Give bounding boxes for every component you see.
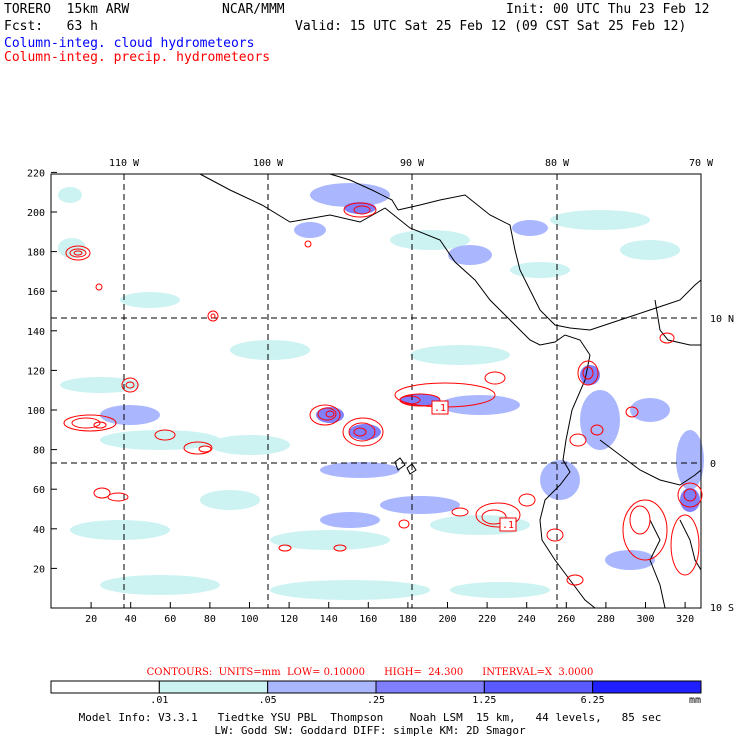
model-title: TORERO 15km ARW [4, 2, 130, 17]
colorbar-label: 6.25 [581, 695, 605, 706]
lon-label-90w: 90 W [400, 158, 425, 169]
colorbar-label: 1.25 [472, 695, 496, 706]
plot-frame [50, 173, 702, 609]
forecast-hour: Fcst: 63 h [4, 19, 98, 34]
lon-label-70w: 70 W [689, 158, 714, 169]
y-tick-label: 100 [27, 406, 45, 417]
contour-label-2: .1 [502, 520, 514, 531]
colorbar-bin [158, 680, 269, 694]
y-tick-label: 80 [33, 446, 45, 457]
colorbar-label: .25 [367, 695, 385, 706]
contour-labels: .1 .1 [431, 400, 517, 532]
lon-label-110w: 110 W [109, 158, 140, 169]
x-tick-label: 320 [676, 614, 694, 625]
y-tick-label: 180 [27, 248, 45, 259]
x-tick-label: 200 [438, 614, 456, 625]
x-tick-label: 220 [478, 614, 496, 625]
y-tick-label: 200 [27, 208, 45, 219]
lat-label-10n: 10 N [710, 314, 734, 325]
longitude-labels: 110 W 100 W 90 W 80 W 70 W [109, 158, 714, 169]
lon-label-100w: 100 W [253, 158, 284, 169]
y-tick-label: 160 [27, 287, 45, 298]
x-tick-label: 40 [125, 614, 137, 625]
model-info-line2: LW: Godd SW: Goddard DIFF: simple KM: 2D… [214, 724, 526, 737]
colorbar-bin [267, 680, 377, 694]
x-tick-label: 280 [597, 614, 615, 625]
lat-lon-grid [51, 174, 701, 608]
contour-label-1: .1 [434, 403, 446, 414]
lat-label-10s: 10 S [710, 603, 734, 614]
model-info-line1: Model Info: V3.3.1 Tiedtke YSU PBL Thomp… [78, 711, 662, 724]
cloud-field-title: Column-integ. cloud hydrometeors [4, 36, 255, 51]
latitude-labels: 10 N 0 10 S [710, 314, 734, 614]
colorbar-bin [375, 680, 485, 694]
colorbar-label: .05 [259, 695, 277, 706]
x-tick-label: 20 [85, 614, 97, 625]
colorbar-unit: mm [689, 695, 701, 706]
x-tick-label: 180 [399, 614, 417, 625]
contours-info: CONTOURS: UNITS=mm LOW= 0.10000 HIGH= 24… [146, 667, 594, 678]
x-tick-label: 240 [518, 614, 536, 625]
precip-contours [63, 202, 703, 586]
x-tick-label: 140 [320, 614, 338, 625]
coastlines [199, 173, 702, 609]
x-axis-ticks: 20 40 60 80 100 120 140 160 180 200 220 240 260 280 30… [85, 602, 694, 625]
colorbar: .01 .05 .25 1.25 6.25 mm [50, 680, 702, 706]
x-tick-label: 300 [636, 614, 654, 625]
cloud-shading-light [58, 187, 680, 600]
colorbar-bin [50, 680, 160, 694]
x-tick-label: 160 [359, 614, 377, 625]
organization: NCAR/MMM [222, 2, 285, 17]
x-tick-label: 100 [240, 614, 258, 625]
valid-time: Valid: 15 UTC Sat 25 Feb 12 (09 CST Sat … [295, 19, 687, 34]
init-time: Init: 00 UTC Thu 23 Feb 12 [506, 2, 710, 17]
y-tick-label: 60 [33, 485, 45, 496]
y-tick-label: 40 [33, 525, 45, 536]
y-tick-label: 140 [27, 327, 45, 338]
cloud-shading-medium [100, 183, 704, 570]
colorbar-label: .01 [150, 695, 168, 706]
y-tick-label: 120 [27, 366, 45, 377]
x-tick-label: 120 [280, 614, 298, 625]
colorbar-bin [592, 680, 702, 694]
precip-field-title: Column-integ. precip. hydrometeors [4, 50, 271, 65]
lon-label-80w: 80 W [545, 158, 570, 169]
y-tick-label: 20 [33, 564, 45, 575]
x-tick-label: 80 [204, 614, 216, 625]
colorbar-bin [483, 680, 594, 694]
x-tick-label: 260 [557, 614, 575, 625]
x-tick-label: 60 [164, 614, 176, 625]
lat-label-0: 0 [710, 459, 716, 470]
y-axis-ticks: 20 40 60 80 100 120 140 160 180 200 220 [27, 168, 57, 575]
y-tick-label: 220 [27, 168, 45, 179]
